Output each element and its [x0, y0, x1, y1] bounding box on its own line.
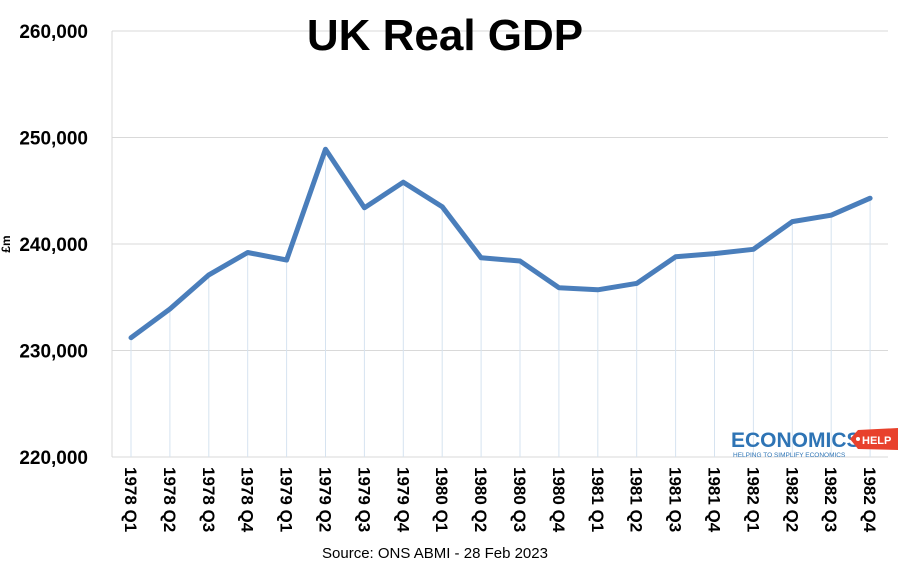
y-tick-labels: 220,000 230,000 240,000 250,000 260,000	[19, 22, 88, 469]
x-tick-label: 1981 Q2	[627, 467, 646, 532]
y-tick-label: 250,000	[19, 129, 88, 150]
x-tick-labels: 1978 Q1 1978 Q2 1978 Q3 1978 Q4 1979 Q1 1979 …	[121, 467, 879, 533]
x-tick-label: 1981 Q1	[588, 467, 607, 532]
economics-help-logo: ECONOMICS HELP HELPING TO SIMPLIFY ECONO…	[731, 428, 898, 459]
x-tick-label: 1978 Q2	[160, 467, 179, 532]
chart-title: UK Real GDP	[307, 11, 583, 60]
logo-tagline: HELPING TO SIMPLIFY ECONOMICS	[733, 452, 846, 459]
x-tick-label: 1980 Q4	[549, 467, 568, 533]
x-tick-label: 1980 Q2	[471, 467, 490, 532]
y-tick-label: 240,000	[19, 235, 88, 256]
x-tick-label: 1978 Q4	[238, 467, 257, 533]
source-note: Source: ONS ABMI - 28 Feb 2023	[322, 545, 548, 562]
x-tick-label: 1980 Q3	[510, 467, 529, 532]
logo-badge-dot	[856, 437, 860, 441]
vertical-gridlines	[130, 149, 871, 457]
x-tick-label: 1978 Q3	[199, 467, 218, 532]
x-tick-label: 1979 Q1	[277, 467, 296, 532]
series-group	[128, 146, 873, 341]
y-tick-label: 260,000	[19, 22, 88, 43]
x-tick-label: 1982 Q4	[860, 467, 879, 533]
x-tick-label: 1982 Q1	[743, 467, 762, 532]
y-tick-label: 220,000	[19, 448, 88, 469]
x-tick-label: 1981 Q3	[666, 467, 685, 532]
x-tick-label: 1979 Q3	[354, 467, 373, 532]
x-tick-label: 1979 Q4	[393, 467, 412, 533]
x-tick-label: 1980 Q1	[432, 467, 451, 532]
y-axis-label: £m	[0, 235, 13, 252]
x-tick-label: 1981 Q4	[705, 467, 724, 533]
x-tick-label: 1978 Q1	[121, 467, 140, 532]
x-tick-label: 1979 Q2	[316, 467, 335, 532]
x-tick-label: 1982 Q2	[782, 467, 801, 532]
logo-badge-shape	[850, 428, 898, 450]
series-line	[128, 146, 873, 341]
logo-badge-text: HELP	[862, 435, 891, 447]
logo-wordmark: ECONOMICS	[731, 429, 861, 452]
gridlines	[112, 30, 888, 458]
y-tick-label: 230,000	[19, 342, 88, 363]
x-tick-label: 1982 Q3	[821, 467, 840, 532]
